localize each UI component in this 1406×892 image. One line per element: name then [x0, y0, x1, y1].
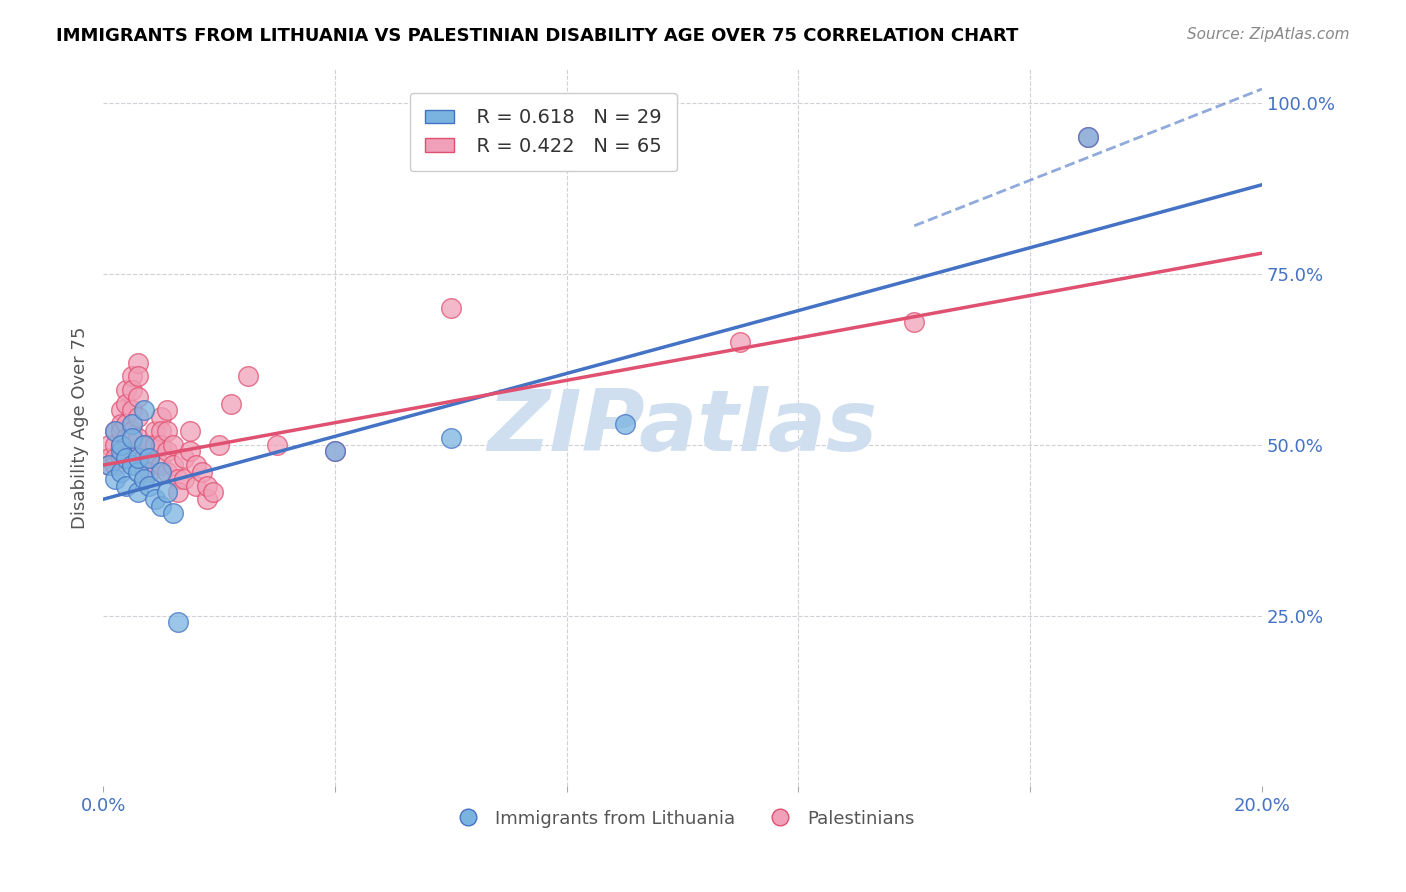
Point	[132, 465, 155, 479]
Text: Source: ZipAtlas.com: Source: ZipAtlas.com	[1187, 27, 1350, 42]
Point	[104, 437, 127, 451]
Point	[150, 437, 173, 451]
Point	[121, 431, 143, 445]
Point	[115, 396, 138, 410]
Point	[1077, 129, 1099, 144]
Point	[440, 431, 463, 445]
Point	[121, 458, 143, 472]
Point	[115, 383, 138, 397]
Point	[202, 485, 225, 500]
Point	[613, 417, 636, 431]
Text: ZIPatlas: ZIPatlas	[488, 386, 877, 469]
Point	[110, 465, 132, 479]
Point	[143, 492, 166, 507]
Point	[150, 424, 173, 438]
Point	[173, 451, 195, 466]
Point	[127, 431, 149, 445]
Point	[190, 465, 212, 479]
Point	[197, 478, 219, 492]
Y-axis label: Disability Age Over 75: Disability Age Over 75	[72, 326, 89, 529]
Point	[121, 383, 143, 397]
Point	[150, 458, 173, 472]
Point	[150, 410, 173, 425]
Point	[110, 444, 132, 458]
Point	[184, 478, 207, 492]
Point	[208, 437, 231, 451]
Point	[167, 615, 190, 630]
Point	[173, 472, 195, 486]
Point	[132, 437, 155, 451]
Point	[127, 355, 149, 369]
Point	[97, 458, 120, 472]
Point	[104, 472, 127, 486]
Point	[127, 485, 149, 500]
Point	[266, 437, 288, 451]
Point	[127, 390, 149, 404]
Point	[115, 478, 138, 492]
Point	[110, 424, 132, 438]
Point	[121, 417, 143, 431]
Point	[162, 458, 184, 472]
Point	[110, 403, 132, 417]
Point	[162, 437, 184, 451]
Point	[143, 437, 166, 451]
Point	[138, 437, 160, 451]
Point	[121, 403, 143, 417]
Point	[156, 403, 179, 417]
Point	[104, 451, 127, 466]
Legend: Immigrants from Lithuania, Palestinians: Immigrants from Lithuania, Palestinians	[443, 803, 922, 835]
Text: IMMIGRANTS FROM LITHUANIA VS PALESTINIAN DISABILITY AGE OVER 75 CORRELATION CHAR: IMMIGRANTS FROM LITHUANIA VS PALESTINIAN…	[56, 27, 1018, 45]
Point	[132, 437, 155, 451]
Point	[127, 410, 149, 425]
Point	[236, 369, 259, 384]
Point	[121, 424, 143, 438]
Point	[219, 396, 242, 410]
Point	[127, 369, 149, 384]
Point	[121, 444, 143, 458]
Point	[138, 451, 160, 466]
Point	[121, 369, 143, 384]
Point	[110, 451, 132, 466]
Point	[110, 417, 132, 431]
Point	[110, 437, 132, 451]
Point	[115, 431, 138, 445]
Point	[115, 417, 138, 431]
Point	[179, 444, 201, 458]
Point	[97, 437, 120, 451]
Point	[440, 301, 463, 315]
Point	[1077, 129, 1099, 144]
Point	[127, 465, 149, 479]
Point	[730, 334, 752, 349]
Point	[104, 458, 127, 472]
Point	[156, 465, 179, 479]
Point	[97, 458, 120, 472]
Point	[127, 451, 149, 466]
Point	[156, 424, 179, 438]
Point	[143, 424, 166, 438]
Point	[132, 403, 155, 417]
Point	[138, 478, 160, 492]
Point	[323, 444, 346, 458]
Point	[104, 424, 127, 438]
Point	[162, 506, 184, 520]
Point	[138, 465, 160, 479]
Point	[150, 499, 173, 513]
Point	[156, 485, 179, 500]
Point	[110, 437, 132, 451]
Point	[197, 492, 219, 507]
Point	[903, 314, 925, 328]
Point	[104, 424, 127, 438]
Point	[138, 451, 160, 466]
Point	[132, 472, 155, 486]
Point	[156, 444, 179, 458]
Point	[167, 472, 190, 486]
Point	[184, 458, 207, 472]
Point	[150, 465, 173, 479]
Point	[115, 451, 138, 466]
Point	[167, 485, 190, 500]
Point	[323, 444, 346, 458]
Point	[179, 424, 201, 438]
Point	[97, 451, 120, 466]
Point	[132, 451, 155, 466]
